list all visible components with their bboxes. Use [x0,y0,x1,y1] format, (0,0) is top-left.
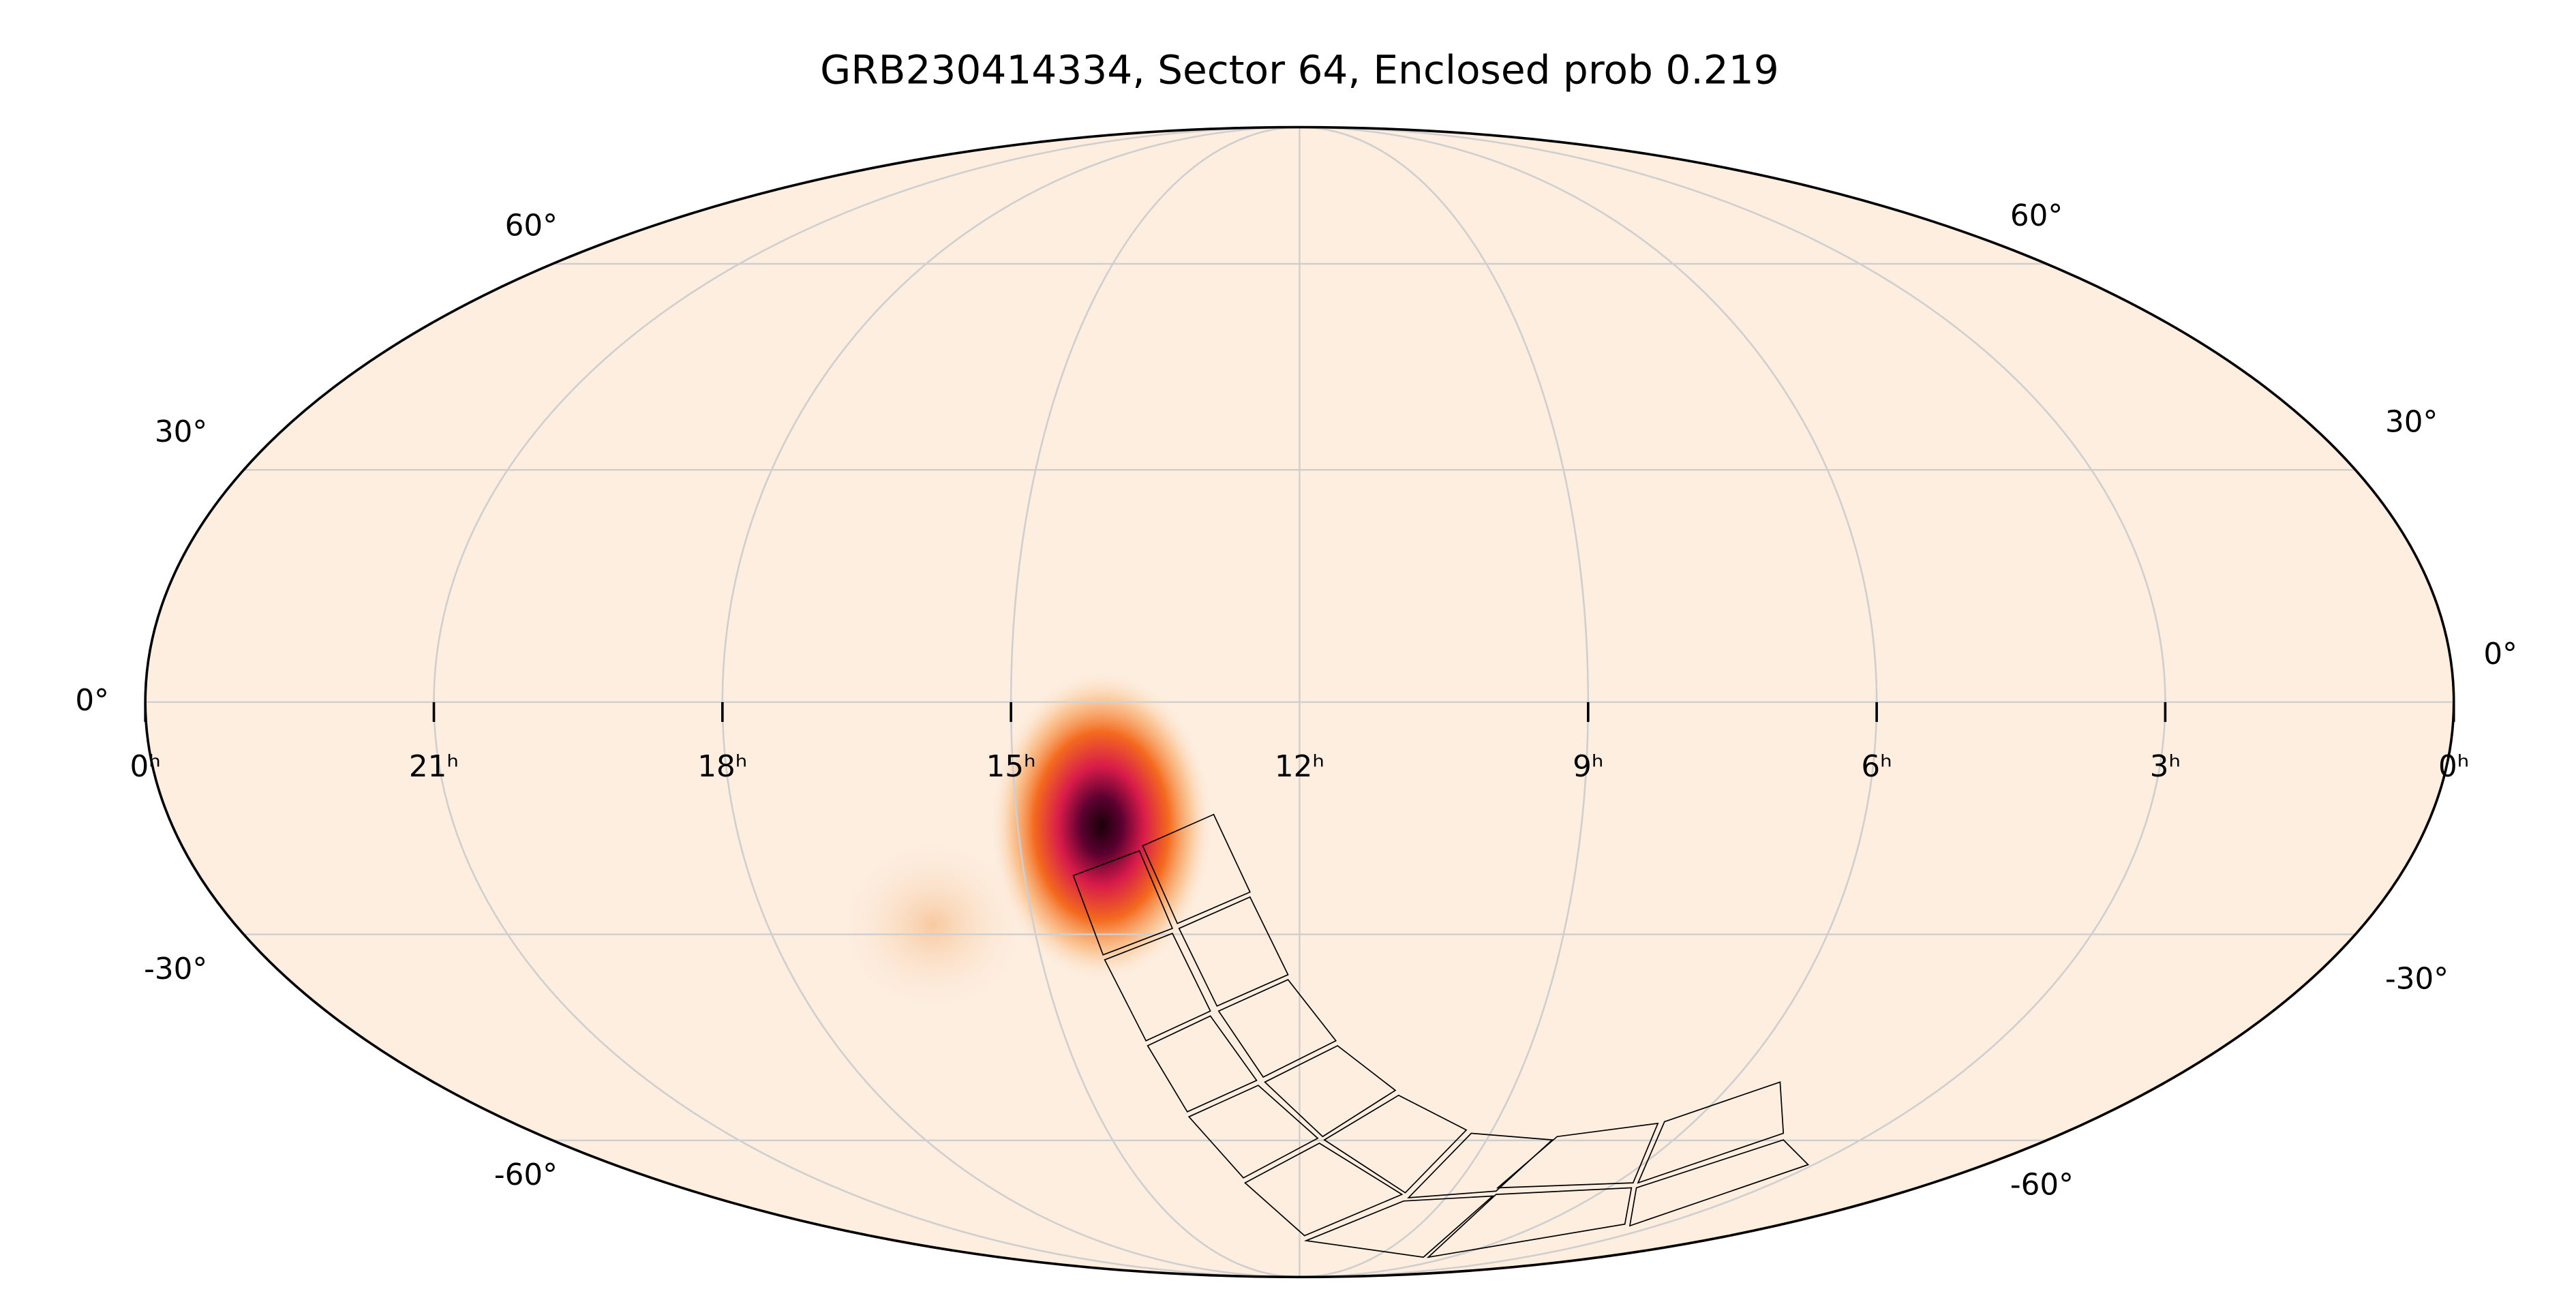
footprint [1072,813,1810,1258]
x-tick-label: 12ʰ [1275,750,1324,784]
ccd-tile [1637,1081,1785,1184]
probability-map [834,669,1214,1016]
ccd-tile [1072,849,1174,956]
ccd-tile [1244,1142,1404,1237]
chart-title: GRB230414334, Sector 64, Enclosed prob 0… [820,47,1779,93]
y-tick-label: 30° [155,415,207,449]
x-tick-label: 21ʰ [409,750,459,784]
ccd-tile [1426,1187,1633,1258]
x-tick-label: 3ʰ [2150,750,2181,784]
x-tick-label: 0ʰ [130,750,160,784]
x-tick-label: 9ʰ [1573,750,1603,784]
x-tick-label: 0ʰ [2438,750,2469,784]
ccd-tile [1496,1122,1659,1189]
y-tick-label: -60° [494,1158,558,1192]
y2-tick-label: 0° [2483,637,2517,671]
ccd-tile [1147,1015,1258,1113]
y2-tick-label: 30° [2385,405,2438,439]
ccd-tile [1628,1139,1810,1227]
ccd-tile [1217,979,1337,1078]
ccd-tile [1187,1085,1319,1179]
x-tick-label: 18ʰ [697,750,747,784]
y2-tick-label: 60° [2010,199,2063,233]
ccd-tile [1142,813,1251,924]
y-tick-label: 60° [505,209,558,243]
y2-tick-label: -60° [2010,1168,2074,1203]
probability-blob [834,834,1033,1016]
ccd-tile [1323,1094,1468,1194]
x-tick-label: 6ʰ [1861,750,1892,784]
probability-blob [989,669,1214,983]
y-tick-label: 0° [75,684,109,718]
ccd-tile [1303,1195,1495,1258]
ccd-tile [1178,896,1289,1007]
y2-tick-label: -30° [2385,962,2449,996]
y-tick-label: -30° [144,952,207,986]
x-tick-label: 15ʰ [986,750,1036,784]
ccd-tile [1264,1044,1397,1138]
ccd-tile [1407,1132,1554,1198]
ccd-tile [1104,933,1211,1042]
